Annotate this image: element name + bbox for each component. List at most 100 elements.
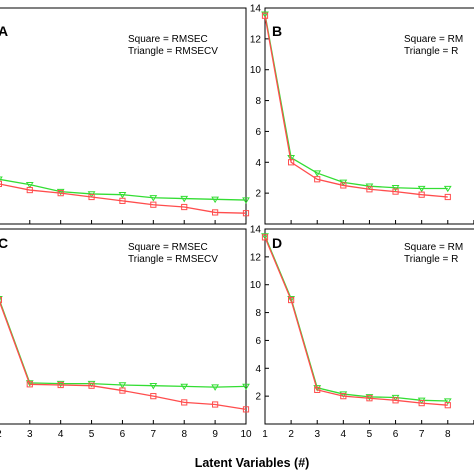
data-point-square bbox=[242, 210, 250, 217]
data-point-square bbox=[314, 386, 321, 393]
data-point-triangle bbox=[287, 295, 295, 303]
x-tick-label: 6 bbox=[120, 429, 126, 440]
y-tick-label: 12 bbox=[250, 252, 262, 263]
data-point-square bbox=[212, 401, 219, 408]
data-point-triangle bbox=[339, 391, 348, 398]
y-tick-label: 14 bbox=[250, 4, 262, 15]
series-line-triangle bbox=[0, 299, 247, 388]
x-tick-label: 4 bbox=[58, 429, 64, 440]
data-point-square bbox=[392, 397, 399, 404]
panel-letter: D bbox=[272, 235, 282, 251]
legend-entry: Triangle = RMSECV bbox=[128, 254, 218, 265]
plot-frame bbox=[0, 228, 247, 425]
y-tick-label: 8 bbox=[255, 308, 261, 319]
data-point-square bbox=[340, 182, 347, 189]
panel-letter: C bbox=[0, 235, 8, 251]
x-tick-label: 2 bbox=[288, 429, 294, 440]
data-point-square bbox=[212, 209, 219, 216]
x-tick-label: 7 bbox=[419, 429, 425, 440]
y-tick-label: 10 bbox=[250, 65, 262, 76]
series-line-square bbox=[264, 237, 448, 406]
x-axis-label: Latent Variables (#) bbox=[195, 456, 310, 470]
y-tick-label: 8 bbox=[255, 96, 261, 107]
data-point-triangle bbox=[25, 380, 34, 387]
y-tick-label: 6 bbox=[255, 127, 261, 138]
legend-entry: Triangle = R bbox=[404, 46, 458, 57]
series-line-square bbox=[0, 301, 247, 411]
data-point-triangle bbox=[313, 385, 322, 392]
x-tick-label: 7 bbox=[151, 429, 157, 440]
series-line-triangle bbox=[264, 14, 448, 190]
data-point-square bbox=[150, 201, 157, 208]
data-point-triangle bbox=[180, 383, 189, 391]
x-tick-label: 8 bbox=[445, 429, 451, 440]
data-point-square bbox=[366, 186, 373, 193]
data-point-square bbox=[444, 193, 451, 201]
y-tick-label: 4 bbox=[255, 158, 261, 169]
data-point-triangle bbox=[56, 380, 65, 388]
panel-letter: B bbox=[272, 23, 282, 39]
data-point-square bbox=[26, 186, 33, 194]
data-point-triangle bbox=[211, 196, 219, 204]
x-tick-label: 3 bbox=[27, 429, 33, 440]
x-tick-label: 2 bbox=[0, 429, 2, 440]
x-tick-label: 5 bbox=[89, 429, 95, 440]
data-point-triangle bbox=[261, 233, 269, 240]
series-line-square bbox=[0, 183, 247, 214]
data-point-triangle bbox=[149, 382, 158, 390]
data-point-triangle bbox=[0, 176, 3, 182]
data-point-triangle bbox=[313, 170, 322, 177]
data-point-triangle bbox=[180, 195, 189, 203]
data-point-square bbox=[418, 191, 425, 198]
series-line-triangle bbox=[0, 178, 247, 201]
data-point-triangle bbox=[365, 394, 374, 401]
x-tick-label: 1 bbox=[262, 429, 268, 440]
data-point-square bbox=[119, 197, 126, 204]
data-point-square bbox=[119, 387, 126, 394]
data-point-square bbox=[288, 296, 295, 304]
data-point-square bbox=[88, 193, 95, 201]
data-point-triangle bbox=[391, 185, 400, 192]
legend-entry: Triangle = R bbox=[404, 254, 458, 265]
data-point-triangle bbox=[417, 185, 426, 193]
data-point-square bbox=[366, 395, 373, 402]
data-point-triangle bbox=[287, 154, 295, 162]
data-point-triangle bbox=[25, 181, 34, 189]
plot-frame bbox=[264, 228, 474, 425]
data-point-triangle bbox=[211, 384, 219, 391]
legend-entry: Square = RM bbox=[404, 242, 463, 253]
x-tick-label: 6 bbox=[393, 429, 399, 440]
data-point-square bbox=[418, 400, 425, 407]
data-point-triangle bbox=[0, 295, 3, 301]
data-point-square bbox=[57, 381, 64, 389]
data-point-square bbox=[0, 180, 2, 187]
plot-frame bbox=[264, 7, 474, 225]
data-point-square bbox=[444, 402, 451, 409]
data-point-square bbox=[261, 12, 269, 19]
y-tick-label: 2 bbox=[255, 392, 261, 403]
y-tick-label: 14 bbox=[250, 225, 262, 236]
data-point-triangle bbox=[443, 185, 452, 193]
data-point-triangle bbox=[149, 195, 158, 202]
data-point-square bbox=[88, 382, 95, 389]
data-point-triangle bbox=[242, 383, 250, 391]
x-tick-label: 9 bbox=[212, 429, 218, 440]
data-point-square bbox=[288, 159, 295, 166]
y-tick-label: 4 bbox=[255, 364, 261, 375]
data-point-square bbox=[392, 188, 399, 195]
legend-entry: Triangle = RMSECV bbox=[128, 46, 218, 57]
x-tick-label: 5 bbox=[367, 429, 373, 440]
data-point-square bbox=[57, 190, 64, 197]
plot-frame bbox=[0, 7, 247, 225]
data-point-triangle bbox=[118, 191, 127, 199]
y-tick-label: 12 bbox=[250, 34, 262, 45]
data-point-triangle bbox=[118, 382, 127, 389]
legend-entry: Square = RMSEC bbox=[128, 242, 208, 253]
data-point-square bbox=[150, 393, 157, 400]
series-line-square bbox=[264, 15, 448, 198]
y-tick-label: 2 bbox=[255, 189, 261, 200]
